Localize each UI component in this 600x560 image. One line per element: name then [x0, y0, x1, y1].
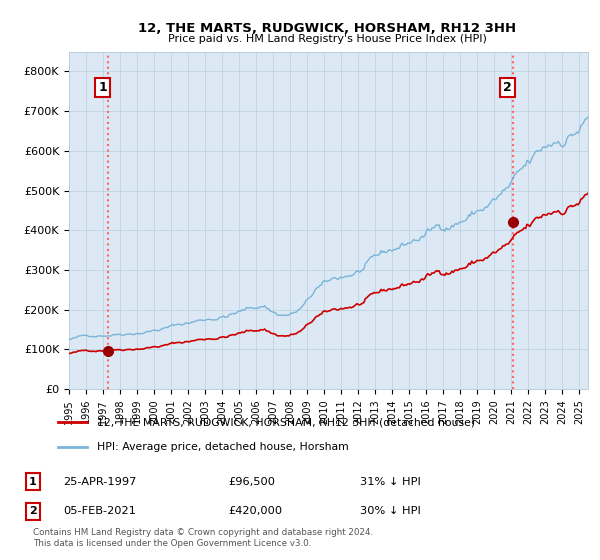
Text: Price paid vs. HM Land Registry's House Price Index (HPI): Price paid vs. HM Land Registry's House …	[167, 34, 487, 44]
Text: 25-APR-1997: 25-APR-1997	[63, 477, 136, 487]
Text: HPI: Average price, detached house, Horsham: HPI: Average price, detached house, Hors…	[97, 442, 349, 452]
Text: 2: 2	[29, 506, 37, 516]
Text: 05-FEB-2021: 05-FEB-2021	[63, 506, 136, 516]
Text: 1: 1	[98, 81, 107, 94]
Text: 31% ↓ HPI: 31% ↓ HPI	[360, 477, 421, 487]
Text: 12, THE MARTS, RUDGWICK, HORSHAM, RH12 3HH (detached house): 12, THE MARTS, RUDGWICK, HORSHAM, RH12 3…	[97, 417, 475, 427]
Text: £96,500: £96,500	[228, 477, 275, 487]
Text: £420,000: £420,000	[228, 506, 282, 516]
Text: 12, THE MARTS, RUDGWICK, HORSHAM, RH12 3HH: 12, THE MARTS, RUDGWICK, HORSHAM, RH12 3…	[138, 22, 516, 35]
Text: 2: 2	[503, 81, 511, 94]
Text: 1: 1	[29, 477, 37, 487]
Text: Contains HM Land Registry data © Crown copyright and database right 2024.
This d: Contains HM Land Registry data © Crown c…	[33, 528, 373, 548]
Text: 30% ↓ HPI: 30% ↓ HPI	[360, 506, 421, 516]
